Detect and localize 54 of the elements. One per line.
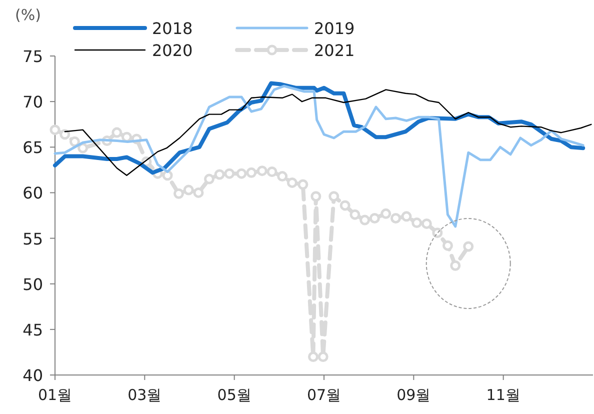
y-tick-label: 55 <box>22 229 43 248</box>
point <box>266 166 278 177</box>
point <box>360 214 370 226</box>
legend-label: 2018 <box>152 19 193 38</box>
point <box>442 240 453 251</box>
point <box>193 187 204 198</box>
point <box>246 167 257 178</box>
point <box>401 211 412 222</box>
legend-label: 2021 <box>314 41 355 60</box>
point <box>183 184 194 196</box>
y-tick-label: 75 <box>22 47 43 66</box>
x-tick-label: 07월 <box>306 386 342 404</box>
point <box>286 177 298 188</box>
point <box>450 260 461 271</box>
point <box>310 191 322 202</box>
point <box>463 241 474 252</box>
point <box>298 179 308 190</box>
point <box>78 142 88 154</box>
point <box>173 188 184 199</box>
y-tick-label: 45 <box>22 320 43 340</box>
point <box>390 212 401 224</box>
point <box>224 168 235 179</box>
point <box>214 169 225 180</box>
point <box>369 212 380 224</box>
x-tick-label: 01월 <box>38 386 72 404</box>
point <box>204 174 214 184</box>
point <box>60 129 70 140</box>
x-tick-label: 03월 <box>128 386 162 404</box>
point <box>340 200 350 211</box>
point <box>380 208 392 219</box>
point <box>256 166 268 176</box>
y-tick-label: 70 <box>22 92 43 112</box>
x-tick-label: 11월 <box>486 386 520 404</box>
legend-label: 2020 <box>152 41 193 60</box>
y-tick-label: 65 <box>22 138 43 158</box>
y-tick-label: 60 <box>22 184 43 203</box>
point <box>112 127 122 138</box>
point <box>277 171 288 182</box>
y-tick-label: 40 <box>22 366 43 385</box>
x-tick-label: 09월 <box>396 386 431 404</box>
point <box>236 168 247 179</box>
point <box>350 209 360 220</box>
point <box>328 191 340 202</box>
point <box>412 218 422 228</box>
point <box>69 136 80 147</box>
y-tick-label: 50 <box>22 274 43 294</box>
legend-label: 2019 <box>314 19 355 38</box>
point <box>318 352 328 362</box>
point <box>308 352 318 362</box>
point <box>162 170 173 181</box>
point <box>421 218 432 229</box>
point <box>50 124 60 136</box>
x-tick-label: 05월 <box>217 386 252 404</box>
y-axis-title: (%) <box>15 6 41 24</box>
